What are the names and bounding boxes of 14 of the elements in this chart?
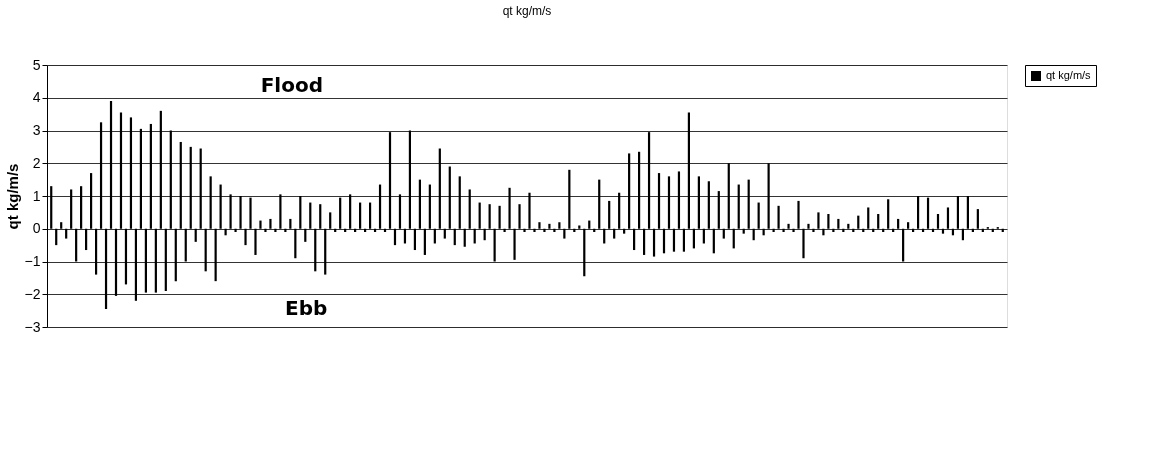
y-tick-label: 5 — [32, 56, 41, 73]
annotation: Flood — [260, 72, 323, 97]
y-tick-label: 2 — [32, 154, 41, 171]
legend-label: qt kg/m/s — [1046, 69, 1092, 81]
y-tick-label: −3 — [24, 318, 41, 335]
y-tick-label: 1 — [32, 187, 41, 204]
chart-title: qt kg/m/s — [502, 4, 552, 18]
annotation: Ebb — [285, 295, 328, 320]
y-axis-title: qt kg/m/s — [3, 163, 21, 230]
y-tick-label: −2 — [24, 285, 41, 302]
y-tick-label: 4 — [32, 89, 41, 106]
y-tick-label: 3 — [32, 122, 41, 138]
y-tick-label: 0 — [32, 220, 41, 237]
y-tick-label: −1 — [24, 253, 41, 269]
